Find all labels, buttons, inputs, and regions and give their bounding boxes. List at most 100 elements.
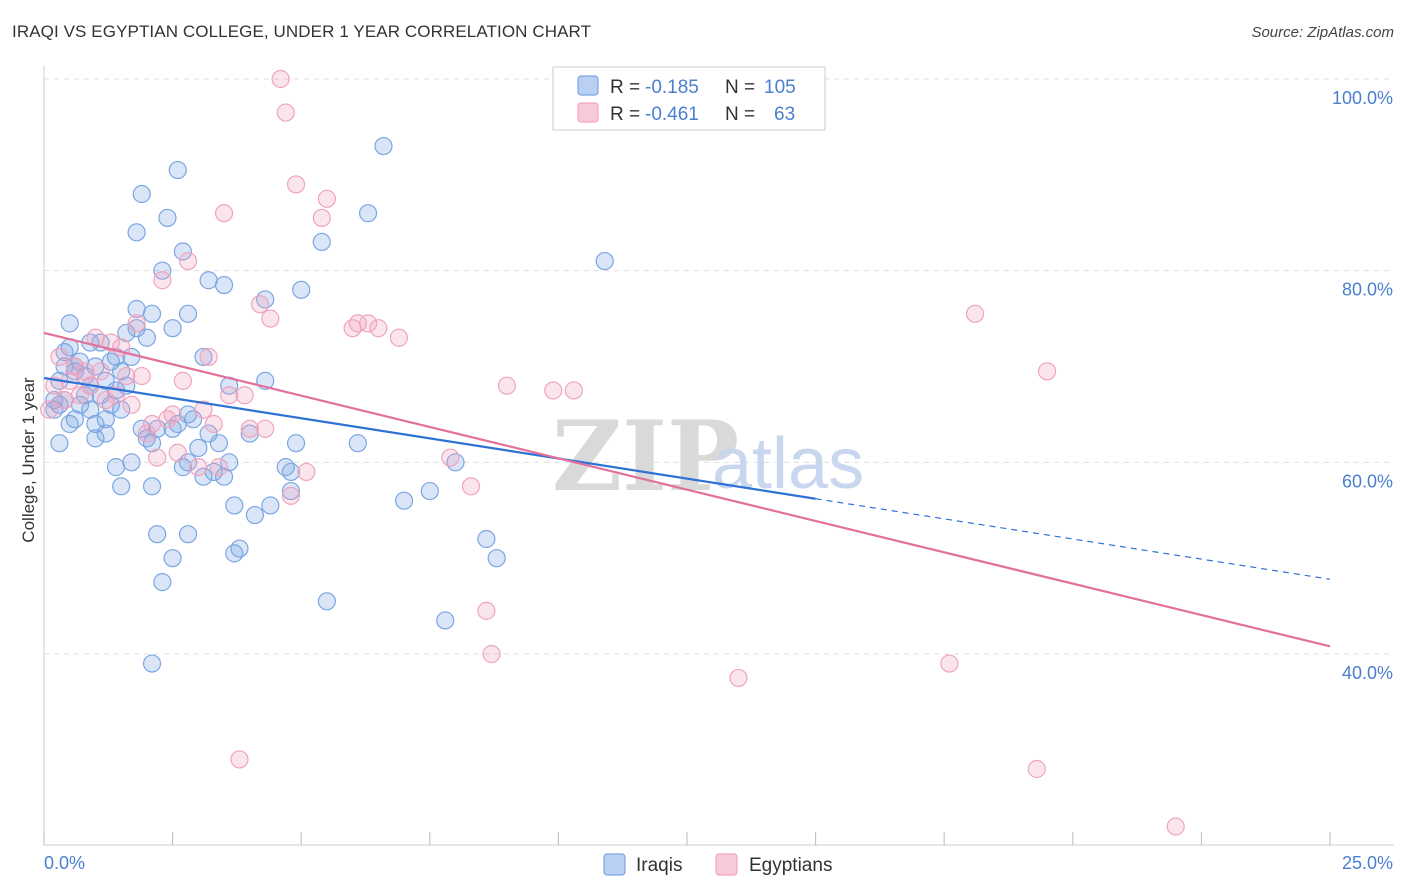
- point-iraqis-47: [153, 573, 172, 592]
- point-egyptians-58: [544, 381, 563, 400]
- x-tick-label-min: 0.0%: [44, 853, 85, 873]
- point-egyptians-30: [199, 347, 218, 367]
- point-iraqis-67: [214, 467, 234, 486]
- point-iraqis-6: [60, 314, 79, 333]
- point-iraqis-69: [220, 453, 239, 472]
- trend-line-iraqis: [43, 376, 816, 500]
- series-legend: Iraqis Egyptians: [603, 853, 832, 876]
- point-iraqis-62: [194, 467, 213, 486]
- series-legend-label-iraqis: Iraqis: [636, 855, 682, 876]
- point-egyptians-45: [297, 462, 316, 482]
- point-egyptians-44: [286, 175, 306, 194]
- trend-line-egyptians: [43, 331, 1331, 648]
- x-tick-label-max: 25.0%: [1342, 853, 1393, 873]
- watermark-atlas: atlas: [712, 424, 864, 504]
- point-egyptians-62: [965, 304, 985, 323]
- point-iraqis-100: [209, 434, 228, 453]
- legend-n-label-iraqis: N =: [725, 77, 755, 98]
- point-egyptians-65: [1166, 817, 1185, 836]
- point-egyptians-34: [220, 386, 239, 405]
- point-egyptians-46: [312, 208, 331, 228]
- point-iraqis-83: [317, 592, 337, 611]
- point-iraqis-82: [312, 232, 331, 252]
- point-iraqis-46: [153, 261, 172, 280]
- point-egyptians-37: [240, 419, 259, 438]
- point-egyptians-49: [348, 314, 367, 333]
- point-egyptians-31: [204, 414, 223, 434]
- point-egyptians-22: [153, 271, 172, 290]
- point-iraqis-70: [225, 496, 244, 515]
- point-iraqis-93: [595, 251, 614, 271]
- point-iraqis-8: [65, 362, 84, 381]
- point-iraqis-27: [112, 400, 131, 419]
- point-iraqis-87: [394, 491, 414, 510]
- point-egyptians-36: [235, 386, 254, 405]
- point-iraqis-49: [163, 319, 182, 338]
- point-egyptians-27: [178, 251, 198, 271]
- point-egyptians-5: [65, 357, 84, 376]
- point-iraqis-84: [348, 434, 367, 453]
- point-iraqis-39: [137, 328, 156, 347]
- point-egyptians-41: [271, 69, 290, 89]
- point-iraqis-29: [112, 477, 131, 496]
- point-iraqis-80: [286, 434, 306, 453]
- point-iraqis-54: [173, 242, 192, 261]
- point-iraqis-45: [148, 525, 167, 544]
- point-iraqis-79: [281, 462, 301, 482]
- series-egyptians-points: [40, 69, 1185, 836]
- point-egyptians-57: [497, 376, 517, 395]
- point-egyptians-54: [461, 477, 481, 496]
- point-egyptians-35: [230, 750, 249, 769]
- point-iraqis-81: [292, 280, 311, 299]
- point-egyptians-38: [250, 295, 270, 314]
- point-egyptians-33: [214, 204, 234, 223]
- point-egyptians-60: [729, 668, 748, 688]
- point-egyptians-51: [369, 319, 388, 338]
- point-iraqis-72: [230, 539, 249, 558]
- point-iraqis-33: [122, 453, 141, 472]
- point-egyptians-7: [76, 362, 95, 381]
- trend-line-iraqis-extension: [815, 498, 1331, 580]
- y-tick-label-80: 80.0%: [1342, 280, 1393, 300]
- series-legend-swatch-egyptians: [715, 853, 738, 876]
- stats-legend: R = -0.185 N = 105 R = -0.461 N = 63: [552, 66, 826, 131]
- legend-n-label-egyptians: N =: [725, 104, 755, 125]
- point-iraqis-48: [158, 208, 177, 228]
- point-egyptians-21: [148, 448, 167, 467]
- point-iraqis-73: [245, 505, 265, 525]
- point-iraqis-56: [178, 304, 198, 323]
- point-iraqis-88: [420, 481, 439, 501]
- point-egyptians-10: [91, 362, 110, 381]
- point-iraqis-104: [96, 424, 115, 443]
- point-iraqis-43: [142, 434, 162, 453]
- source-credit: Source: ZipAtlas.com: [1251, 24, 1394, 41]
- point-iraqis-86: [374, 136, 393, 156]
- point-iraqis-95: [65, 410, 84, 429]
- series-iraqis-points: [45, 136, 614, 673]
- point-egyptians-56: [482, 644, 501, 664]
- point-iraqis-12: [76, 386, 95, 405]
- point-egyptians-18: [132, 366, 151, 386]
- point-egyptians-53: [441, 448, 460, 467]
- point-egyptians-59: [564, 381, 583, 400]
- legend-n-value-iraqis: 105: [764, 77, 796, 98]
- point-iraqis-28: [106, 458, 126, 477]
- point-iraqis-21: [96, 410, 115, 429]
- point-egyptians-20: [142, 414, 162, 434]
- point-iraqis-51: [163, 549, 182, 568]
- point-iraqis-89: [436, 611, 455, 630]
- point-egyptians-55: [477, 601, 496, 620]
- point-iraqis-38: [132, 184, 151, 204]
- point-egyptians-11: [96, 390, 115, 410]
- point-egyptians-19: [137, 424, 156, 443]
- point-egyptians-15: [117, 366, 136, 386]
- point-egyptians-32: [209, 458, 228, 477]
- trend-lines: [43, 331, 1331, 648]
- point-iraqis-99: [189, 438, 208, 458]
- gridlines: [44, 78, 1394, 655]
- point-egyptians-3: [55, 390, 74, 410]
- point-iraqis-42: [142, 304, 162, 323]
- legend-n-value-egyptians: 63: [774, 104, 795, 125]
- y-tick-label-60: 60.0%: [1342, 471, 1393, 491]
